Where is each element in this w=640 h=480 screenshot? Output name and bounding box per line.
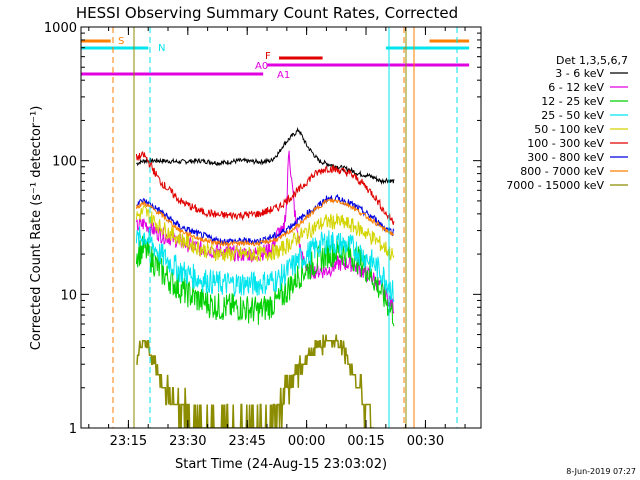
series-line: [135, 151, 395, 225]
legend-label: 800 - 7000 keV: [520, 165, 604, 178]
legend-label: 300 - 800 keV: [527, 151, 604, 164]
legend-label: 25 - 50 keV: [541, 109, 604, 122]
x-tick-label: 00:30: [407, 434, 444, 449]
series-line: [135, 204, 395, 262]
legend-header: Det 1,3,5,6,7: [556, 54, 628, 67]
y-tick-label: 100: [52, 155, 77, 170]
legend-label: 3 - 6 keV: [555, 67, 604, 80]
y-tick-label: 1000: [44, 21, 77, 36]
plot-frame: [80, 26, 482, 429]
series-line: [135, 235, 395, 327]
x-tick-label: 00:15: [347, 434, 384, 449]
timestamp: 8-Jun-2019 07:27: [566, 467, 636, 476]
axes: 1 10 100 1000 23:15 23:30 23:45 00:00 00:15 00:30: [44, 21, 482, 449]
chart-title: HESSI Observing Summary Count Rates, Cor…: [76, 4, 458, 22]
series-line: [136, 193, 395, 246]
annotation-label: A0: [255, 61, 268, 72]
y-axis-label: Corrected Count Rate (s⁻¹ detector⁻¹): [29, 106, 44, 351]
series-line: [135, 197, 395, 248]
series-line: [135, 226, 395, 303]
annotation-label: A1: [277, 70, 290, 81]
x-tick-label: 23:45: [228, 434, 265, 449]
legend-label: 50 - 100 keV: [534, 123, 604, 136]
legend-label: 100 - 300 keV: [527, 137, 604, 150]
x-tick-label: 23:15: [110, 434, 147, 449]
y-tick-label: 1: [69, 422, 77, 437]
series-line: [136, 334, 375, 428]
annotation-label: F: [265, 51, 271, 62]
series-layer: [135, 126, 395, 428]
x-tick-label: 00:00: [288, 434, 325, 449]
legend-label: 12 - 25 keV: [541, 95, 604, 108]
x-axis-label: Start Time (24-Aug-15 23:03:02): [175, 457, 387, 472]
annotation-layer: S N FA0 A1: [81, 27, 470, 428]
y-tick-label: 10: [60, 288, 77, 303]
legend-label: 7000 - 15000 keV: [506, 179, 604, 192]
annotation-label: N: [158, 43, 165, 54]
x-tick-label: 23:30: [169, 434, 206, 449]
legend-label: 6 - 12 keV: [548, 81, 604, 94]
annotation-label: S: [118, 36, 124, 47]
